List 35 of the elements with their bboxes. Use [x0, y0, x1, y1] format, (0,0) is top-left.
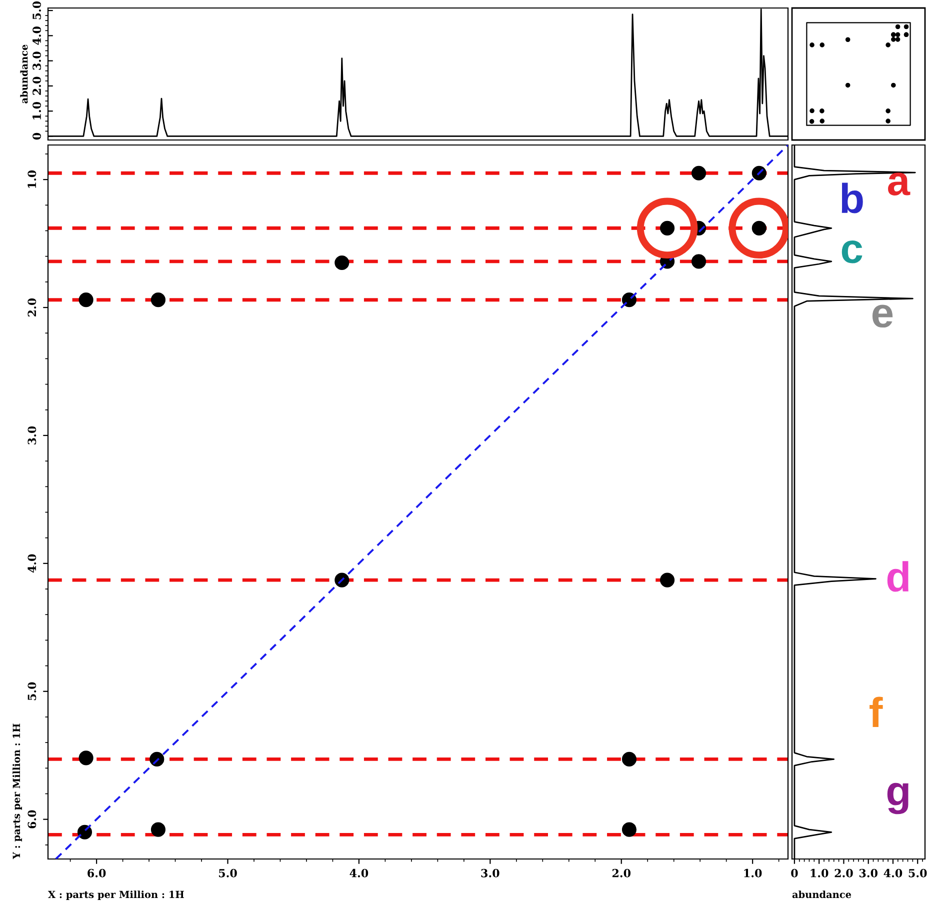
y-tick-label: 6.0 — [28, 810, 36, 828]
y-tick-label: 3.0 — [32, 52, 41, 70]
annotation: b — [842, 182, 863, 214]
x-tick-label: 1.0 — [744, 868, 762, 878]
y-tick-label: 3.0 — [28, 426, 36, 444]
y-axis-title: Y : parts per Million : 1H — [12, 724, 22, 860]
annotation: g — [887, 782, 908, 814]
x-axis-title: X : parts per Million : 1H — [48, 890, 184, 900]
y-tick-label: 1.0 — [32, 102, 41, 120]
y-tick-label: 0 — [32, 132, 41, 140]
x-axis-title: abundance — [792, 890, 852, 898]
x-tick-label: 3.0 — [859, 868, 878, 878]
y-tick-label: 4.0 — [32, 26, 41, 45]
y-tick-label: 2.0 — [28, 298, 36, 316]
annotation: f — [870, 696, 883, 727]
annotation: a — [888, 172, 910, 196]
x-tick-label: 3.0 — [481, 868, 500, 878]
x-tick-label: 4.0 — [350, 868, 368, 878]
x-tick-label: 1.0 — [810, 868, 828, 878]
x-tick-label: 0 — [791, 868, 798, 878]
y-axis-title: abundance — [20, 44, 28, 104]
y-tick-label: 5.0 — [28, 682, 36, 700]
y-tick-label: 1.0 — [28, 170, 36, 188]
x-tick-label: 6.0 — [88, 868, 106, 878]
y-tick-label: 5.0 — [32, 1, 41, 20]
x-tick-label: 5.0 — [908, 868, 927, 878]
annotation: e — [872, 304, 893, 328]
x-tick-label: 2.0 — [612, 868, 631, 878]
x-tick-label: 5.0 — [219, 868, 237, 878]
annotation: c — [842, 240, 862, 264]
y-tick-label: 4.0 — [28, 554, 36, 573]
annotation: d — [887, 561, 908, 592]
x-tick-label: 4.0 — [884, 868, 902, 878]
x-tick-label: 2.0 — [834, 868, 853, 878]
y-tick-label: 2.0 — [32, 76, 41, 95]
